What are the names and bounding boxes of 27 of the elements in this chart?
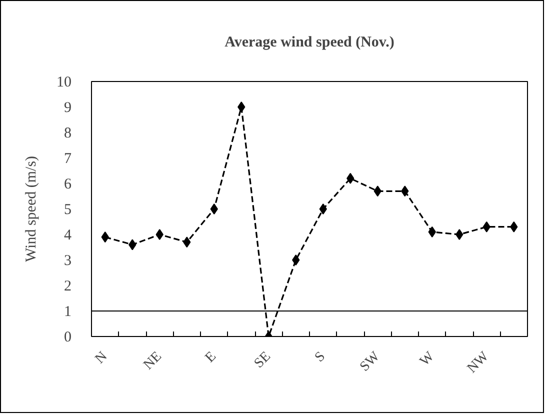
x-tick-label: NW	[464, 348, 492, 376]
x-tick-label: SW	[357, 348, 384, 375]
y-tick-label: 1	[64, 304, 72, 320]
y-tick-label: 3	[64, 253, 72, 269]
y-tick-label: 2	[64, 278, 72, 294]
x-tick-label: W	[417, 348, 438, 370]
y-tick-label: 4	[64, 228, 72, 244]
point	[292, 254, 300, 266]
y-tick-label: 5	[64, 202, 72, 218]
y-tick-label: 10	[56, 74, 72, 90]
point	[456, 229, 464, 240]
point	[156, 229, 164, 240]
y-axis-title: Wind speed (m/s)	[24, 156, 40, 262]
y-tick-label: 9	[64, 100, 72, 116]
point	[319, 204, 327, 214]
y-tick-label: 7	[64, 151, 72, 167]
x-tick-label: SE	[252, 349, 274, 372]
x-tick-label: NE	[141, 349, 165, 373]
point	[238, 102, 246, 112]
x-tick-label: N	[92, 349, 110, 367]
y-tick-label: 8	[64, 126, 72, 142]
y-tick-label: 6	[64, 176, 72, 192]
x-tick-label: E	[202, 349, 220, 366]
x-tick-label: S	[312, 349, 328, 366]
y-tick-label: 0	[64, 330, 72, 346]
point	[210, 204, 218, 214]
chart-title: Average wind speed (Nov.)	[224, 34, 394, 50]
